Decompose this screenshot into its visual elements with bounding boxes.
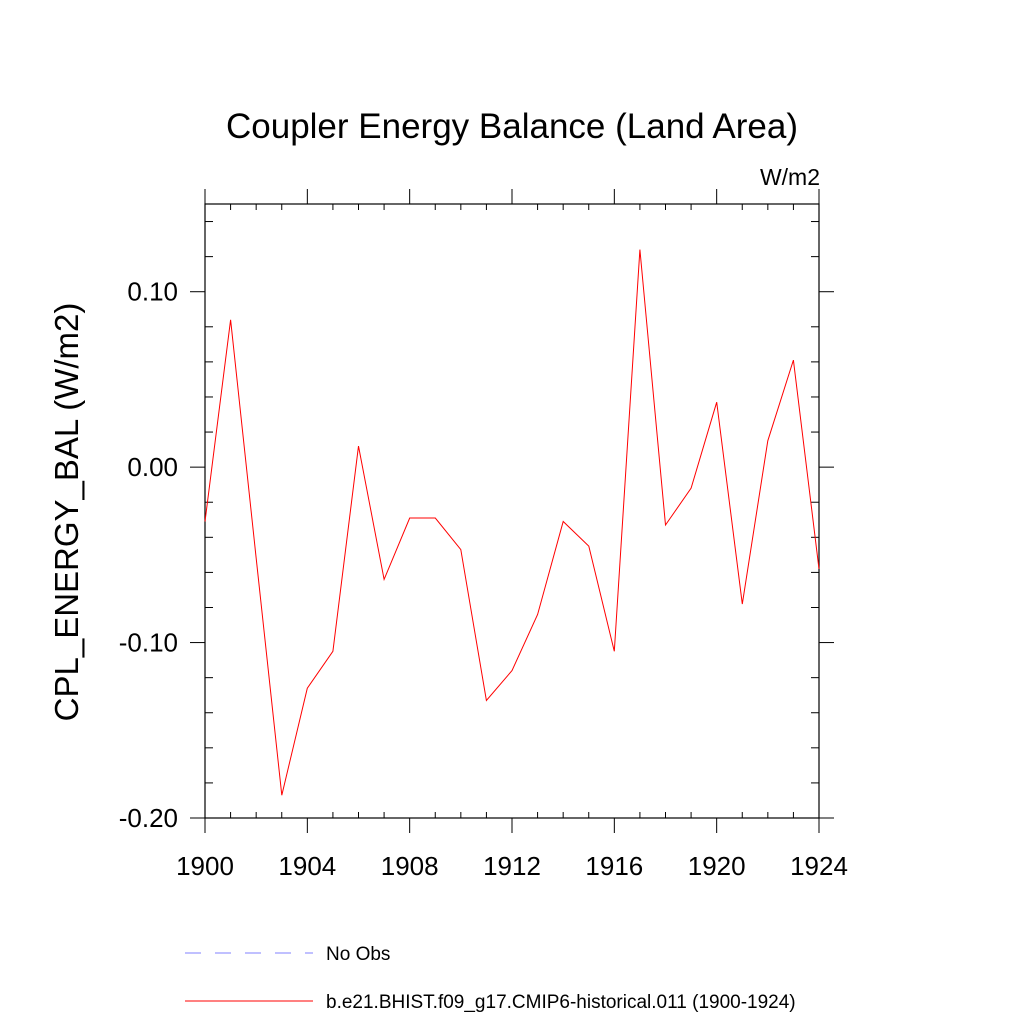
units-label: W/m2 — [760, 164, 820, 190]
legend: No Obs b.e21.BHIST.f09_g17.CMIP6-historic… — [185, 944, 796, 1013]
chart-title: Coupler Energy Balance (Land Area) — [226, 107, 798, 146]
x-tick-label: 1908 — [381, 851, 439, 881]
x-tick-label: 1916 — [585, 851, 643, 881]
x-tick-label: 1920 — [688, 851, 746, 881]
legend-label: b.e21.BHIST.f09_g17.CMIP6-historical.011… — [326, 992, 796, 1013]
y-tick-label: -0.20 — [119, 803, 178, 833]
y-tick-label: 0.10 — [127, 277, 178, 307]
legend-label: No Obs — [326, 944, 390, 965]
y-tick-label: 0.00 — [127, 452, 178, 482]
series-line — [204, 249, 820, 796]
x-tick-label: 1900 — [176, 851, 234, 881]
axis-tick-labels: 1900 1904 1908 1912 1916 1920 1924 -0.20 -0.10 0.… — [119, 277, 848, 881]
x-tick-label: 1912 — [483, 851, 541, 881]
axis-ticks — [190, 189, 834, 833]
plot-frame — [204, 203, 820, 819]
series-layer — [204, 249, 820, 796]
x-tick-label: 1904 — [278, 851, 336, 881]
y-tick-label: -0.10 — [119, 628, 178, 658]
y-axis-label: CPL_ENERGY_BAL (W/m2) — [48, 303, 85, 722]
x-tick-label: 1924 — [790, 851, 848, 881]
